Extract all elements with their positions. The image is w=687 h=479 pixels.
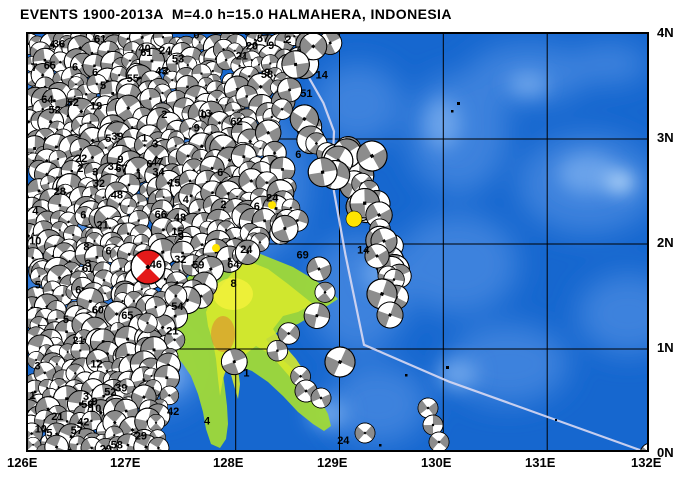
svg-text:64: 64: [227, 259, 240, 271]
svg-text:59: 59: [192, 260, 204, 272]
svg-text:3: 3: [85, 258, 91, 270]
svg-text:4: 4: [49, 39, 56, 51]
svg-text:5: 5: [46, 428, 52, 440]
svg-text:12: 12: [90, 358, 102, 370]
svg-text:0: 0: [193, 34, 199, 42]
svg-text:6: 6: [217, 167, 223, 179]
svg-text:5: 5: [63, 314, 69, 326]
svg-text:55: 55: [127, 73, 139, 85]
svg-text:24: 24: [159, 45, 172, 57]
svg-text:24: 24: [337, 435, 350, 447]
svg-text:21: 21: [236, 51, 248, 63]
svg-text:9: 9: [92, 396, 98, 408]
svg-text:9: 9: [117, 154, 123, 166]
svg-text:69: 69: [297, 249, 309, 261]
svg-text:6: 6: [75, 284, 81, 296]
svg-text:7: 7: [32, 62, 38, 74]
svg-text:40: 40: [139, 43, 151, 55]
svg-text:28: 28: [54, 186, 66, 198]
svg-text:5: 5: [35, 280, 41, 292]
svg-text:42: 42: [77, 417, 89, 429]
svg-text:5: 5: [100, 80, 106, 92]
svg-text:61: 61: [94, 34, 106, 46]
svg-text:9: 9: [194, 123, 200, 135]
svg-text:10: 10: [35, 423, 47, 435]
svg-text:15: 15: [168, 177, 180, 189]
svg-text:9: 9: [268, 40, 274, 52]
svg-text:6: 6: [80, 209, 86, 221]
svg-text:24: 24: [266, 192, 279, 204]
svg-text:2: 2: [161, 109, 167, 121]
svg-text:2: 2: [77, 163, 83, 175]
svg-text:3: 3: [35, 361, 41, 373]
svg-text:48: 48: [111, 189, 123, 201]
svg-text:65: 65: [121, 310, 133, 322]
svg-text:8: 8: [244, 34, 250, 39]
svg-text:62: 62: [230, 116, 242, 128]
svg-text:6: 6: [295, 149, 301, 161]
svg-text:4: 4: [204, 416, 211, 428]
svg-text:14: 14: [357, 245, 370, 257]
svg-text:2: 2: [285, 34, 291, 46]
svg-text:51: 51: [300, 88, 312, 100]
svg-text:2: 2: [220, 199, 226, 211]
svg-text:6: 6: [146, 159, 152, 171]
svg-text:53: 53: [172, 54, 184, 66]
svg-text:6: 6: [106, 245, 112, 257]
svg-text:32: 32: [174, 254, 186, 266]
svg-text:24: 24: [240, 244, 253, 256]
svg-text:54: 54: [171, 301, 184, 313]
svg-text:21: 21: [51, 411, 63, 423]
svg-text:65: 65: [44, 60, 56, 72]
svg-text:52: 52: [49, 105, 61, 117]
svg-text:21: 21: [97, 220, 109, 232]
svg-text:21: 21: [72, 335, 84, 347]
svg-text:39: 39: [115, 383, 127, 395]
svg-text:52: 52: [67, 97, 79, 109]
svg-text:58: 58: [261, 69, 273, 81]
svg-text:3: 3: [152, 139, 158, 151]
svg-text:21: 21: [166, 326, 178, 338]
svg-text:66: 66: [155, 209, 167, 221]
svg-text:10: 10: [29, 236, 41, 248]
svg-text:14: 14: [316, 70, 329, 82]
svg-text:3: 3: [92, 167, 98, 179]
svg-text:8: 8: [83, 242, 89, 254]
svg-text:32: 32: [93, 178, 105, 190]
svg-text:48: 48: [174, 212, 186, 224]
svg-text:1: 1: [30, 390, 36, 402]
svg-text:9: 9: [178, 231, 184, 243]
svg-text:4: 4: [183, 194, 190, 206]
svg-text:1: 1: [243, 367, 249, 379]
svg-text:58: 58: [111, 439, 123, 451]
svg-text:0: 0: [201, 109, 207, 121]
svg-text:42: 42: [167, 406, 179, 418]
svg-text:1: 1: [141, 133, 147, 145]
svg-text:6: 6: [254, 201, 260, 213]
svg-text:47: 47: [151, 157, 163, 169]
svg-text:19: 19: [90, 100, 102, 112]
svg-text:29: 29: [135, 431, 147, 443]
svg-text:60: 60: [92, 304, 104, 316]
svg-text:4: 4: [32, 206, 39, 218]
svg-text:29: 29: [100, 444, 112, 452]
svg-text:6: 6: [92, 67, 98, 79]
svg-text:46: 46: [150, 259, 162, 271]
svg-text:1: 1: [136, 170, 142, 182]
svg-text:43: 43: [155, 65, 167, 77]
svg-text:39: 39: [111, 131, 123, 143]
svg-text:8: 8: [231, 278, 237, 290]
svg-text:6: 6: [72, 61, 78, 73]
